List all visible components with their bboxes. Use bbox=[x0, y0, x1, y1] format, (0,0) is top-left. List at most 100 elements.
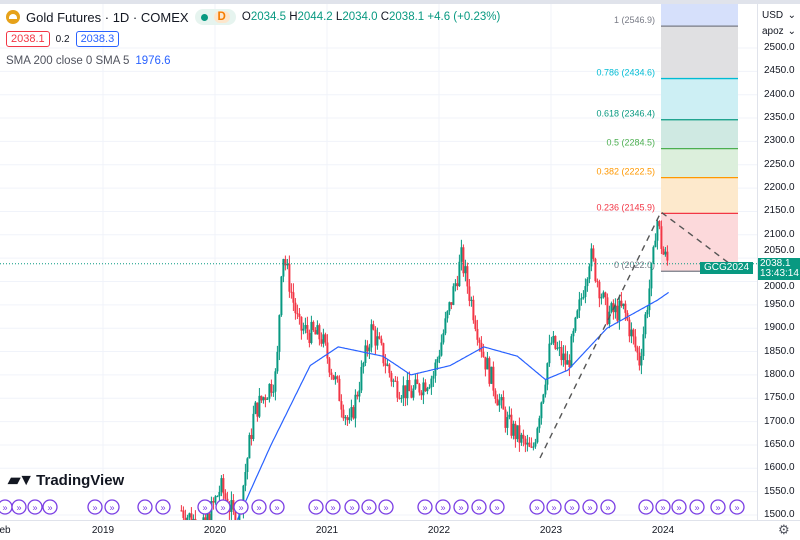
candle-body bbox=[344, 417, 347, 419]
candle-body bbox=[364, 345, 367, 363]
candle-body bbox=[536, 428, 539, 443]
candle-body bbox=[502, 397, 505, 410]
candle-body bbox=[366, 345, 369, 352]
fib-level-label: 0.618 (2346.4) bbox=[596, 109, 655, 119]
event-marker-icon bbox=[564, 499, 580, 515]
event-arrow-icon: » bbox=[494, 503, 499, 513]
symbol-tag: GCG2024 bbox=[700, 262, 754, 274]
event-arrow-icon: » bbox=[32, 503, 37, 513]
candle-body bbox=[602, 292, 605, 298]
market-open-icon bbox=[200, 13, 208, 21]
price-tick: 1800.0 bbox=[764, 368, 795, 380]
candle-body bbox=[558, 347, 561, 349]
candle-body bbox=[286, 263, 289, 266]
time-tick: 2020 bbox=[203, 525, 227, 536]
chevron-down-icon: ⌄ bbox=[787, 26, 796, 37]
event-arrow-icon: » bbox=[238, 503, 243, 513]
candle-body bbox=[184, 517, 187, 520]
candle-body bbox=[642, 334, 645, 357]
sell-button[interactable]: 2038.1 bbox=[6, 31, 50, 47]
candle-body bbox=[538, 418, 541, 429]
open-label: O bbox=[241, 11, 251, 23]
candle-body bbox=[256, 402, 259, 417]
candle-body bbox=[250, 435, 253, 440]
candle-body bbox=[252, 413, 255, 440]
candle-body bbox=[292, 292, 295, 303]
candle-body bbox=[568, 360, 571, 367]
candle-body bbox=[288, 263, 291, 292]
candle-body bbox=[596, 281, 599, 283]
candle-body bbox=[272, 391, 275, 393]
candle-body bbox=[496, 398, 499, 406]
candle-body bbox=[204, 517, 207, 520]
price-tick: 1650.0 bbox=[764, 438, 795, 450]
candle-body bbox=[260, 395, 263, 401]
candle-body bbox=[290, 291, 293, 293]
sma-line bbox=[236, 291, 669, 520]
event-arrow-icon: » bbox=[676, 503, 681, 513]
event-arrow-icon: » bbox=[551, 503, 556, 513]
candle-body bbox=[248, 435, 251, 459]
candle-body bbox=[562, 353, 565, 361]
event-marker-icon bbox=[11, 499, 27, 515]
price-tick: 1950.0 bbox=[764, 298, 795, 310]
event-arrow-icon: » bbox=[383, 503, 388, 513]
candle-body bbox=[544, 384, 547, 395]
candle-body bbox=[458, 261, 461, 287]
candle-body bbox=[254, 402, 257, 414]
buy-button[interactable]: 2038.3 bbox=[75, 31, 120, 47]
candle-body bbox=[322, 334, 325, 344]
indicator-label[interactable]: SMA 200 close 0 SMA 5 bbox=[6, 55, 130, 67]
candle-body bbox=[358, 390, 361, 397]
fib-zone bbox=[661, 4, 738, 27]
candle-body bbox=[372, 324, 375, 330]
candle-body bbox=[504, 409, 507, 428]
price-tick: 2000.0 bbox=[764, 281, 795, 292]
fib-zone bbox=[661, 213, 738, 272]
candle-body bbox=[528, 442, 531, 447]
time-tick: 2021 bbox=[315, 525, 339, 536]
candle-body bbox=[206, 513, 209, 520]
tradingview-logo[interactable]: ▰▼ TradingView bbox=[8, 472, 124, 490]
candle-body bbox=[442, 333, 445, 343]
candle-body bbox=[564, 353, 567, 365]
candle-body bbox=[352, 407, 355, 419]
price-tick: 2200.0 bbox=[764, 182, 795, 194]
event-marker-icon bbox=[582, 499, 598, 515]
candle-body bbox=[488, 358, 491, 384]
fib-zone bbox=[661, 78, 738, 120]
candle-body bbox=[570, 336, 573, 367]
fib-zone bbox=[661, 26, 738, 79]
event-marker-icon bbox=[529, 499, 545, 515]
candle-body bbox=[462, 247, 465, 274]
candle-body bbox=[422, 382, 425, 396]
unit-select[interactable]: apoz ⌄ bbox=[762, 26, 796, 38]
event-marker-icon bbox=[215, 499, 231, 515]
candle-body bbox=[448, 302, 451, 312]
candle-body bbox=[336, 376, 339, 379]
candle-body bbox=[312, 321, 315, 331]
candle-body bbox=[218, 492, 221, 497]
price-tick: 1550.0 bbox=[764, 485, 795, 497]
candle-body bbox=[264, 397, 267, 400]
candle-body bbox=[324, 334, 327, 343]
candle-body bbox=[464, 266, 467, 274]
candle-body bbox=[180, 510, 183, 512]
candle-body bbox=[534, 442, 537, 447]
candle-body bbox=[618, 300, 621, 321]
candle-body bbox=[628, 319, 631, 337]
candle-body bbox=[208, 513, 211, 520]
candle-body bbox=[412, 388, 415, 398]
price-chart[interactable]: 1 (2546.9) 0.786 (2434.6) 0.618 (2346.4) 0.… bbox=[0, 4, 757, 520]
candle-body bbox=[664, 251, 667, 255]
candle-body bbox=[548, 343, 551, 364]
candle-body bbox=[214, 496, 217, 503]
candle-body bbox=[598, 281, 601, 299]
event-arrow-icon: » bbox=[330, 503, 335, 513]
market-status[interactable]: D bbox=[194, 9, 236, 25]
symbol-title[interactable]: Gold Futures · 1D · COMEX bbox=[26, 9, 189, 25]
currency-select[interactable]: USD ⌄ bbox=[762, 10, 796, 22]
time-axis[interactable]: eb 2019 2020 2021 2022 2023 2024 bbox=[0, 520, 800, 540]
candle-body bbox=[418, 384, 421, 393]
settings-gear-icon[interactable]: ⚙ bbox=[778, 522, 790, 537]
